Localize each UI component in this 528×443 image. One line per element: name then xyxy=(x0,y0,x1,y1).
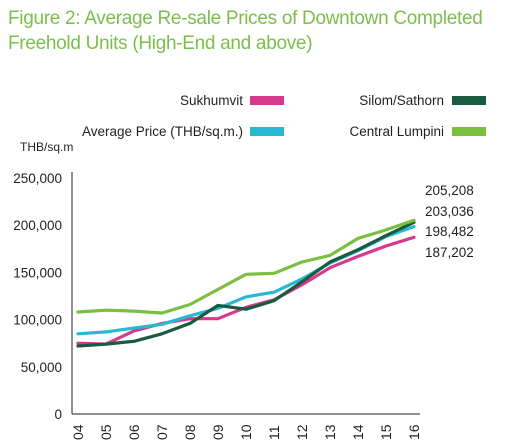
end-value-label: 205,208 xyxy=(425,183,474,198)
x-tick-label: 12 xyxy=(294,424,310,440)
series-line xyxy=(76,218,416,315)
x-tick-label: 05 xyxy=(98,424,114,440)
chart-title: Figure 2: Average Re-sale Prices of Down… xyxy=(8,6,518,56)
y-tick-labels: 0 50,000 100,000 150,000 200,000 250,000 xyxy=(13,171,62,422)
end-value-label: 198,482 xyxy=(425,224,474,239)
y-tick-label: 250,000 xyxy=(13,171,62,186)
x-tick-label: 09 xyxy=(210,424,226,440)
series-line xyxy=(76,235,416,346)
end-value-labels: 205,208 203,036 198,482 187,202 xyxy=(425,183,474,260)
y-tick-label: 150,000 xyxy=(13,265,62,280)
x-tick-label: 07 xyxy=(154,424,170,440)
x-tick-label: 13 xyxy=(322,424,338,440)
legend-label: Average Price (THB/sq.m.) xyxy=(82,124,243,139)
x-tick-label: 08 xyxy=(182,424,198,440)
x-tick-label: 06 xyxy=(126,424,142,440)
y-tick-label: 0 xyxy=(54,407,62,422)
end-value-label: 203,036 xyxy=(425,204,474,219)
legend-swatch xyxy=(250,127,284,136)
end-value-label: 187,202 xyxy=(425,245,474,260)
legend-swatch xyxy=(250,96,284,105)
legend: Sukhumvit Silom/Sathorn Average Price (THB… xyxy=(82,93,486,139)
series-lines xyxy=(76,218,416,348)
series-line xyxy=(76,225,416,336)
chart-title-line-2: Freehold Units (High-End and above) xyxy=(8,33,313,54)
x-tick-label: 14 xyxy=(350,424,366,440)
legend-swatch xyxy=(452,127,486,136)
legend-swatch xyxy=(452,96,486,105)
y-tick-label: 200,000 xyxy=(13,218,62,233)
y-tick-label: 100,000 xyxy=(13,313,62,328)
x-tick-label: 15 xyxy=(378,424,394,440)
x-tick-label: 11 xyxy=(266,425,282,440)
y-tick-label: 50,000 xyxy=(21,360,62,375)
y-axis-label: THB/sq.m xyxy=(20,140,73,154)
x-tick-label: 10 xyxy=(238,424,254,440)
x-tick-label: 16 xyxy=(406,424,422,440)
legend-label: Sukhumvit xyxy=(180,93,243,108)
x-tick-labels: 04 05 06 07 08 09 10 11 12 13 14 15 16 xyxy=(70,424,422,440)
chart-title-line-1: Figure 2: Average Re-sale Prices of Down… xyxy=(8,8,483,29)
series-line xyxy=(76,220,416,348)
legend-label: Silom/Sathorn xyxy=(359,93,444,108)
x-tick-label: 04 xyxy=(70,424,86,440)
legend-label: Central Lumpini xyxy=(349,124,444,139)
